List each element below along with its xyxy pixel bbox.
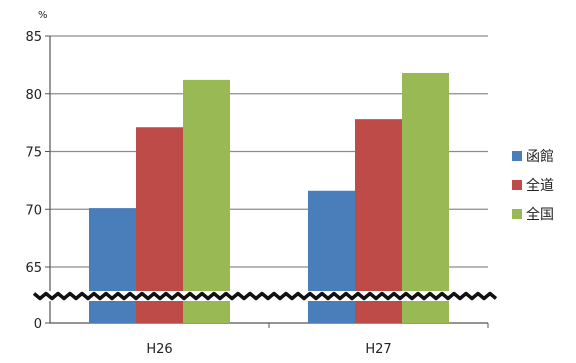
x-tick-label: H26 xyxy=(146,342,172,357)
legend-swatch xyxy=(512,180,522,190)
y-tick-labels: 85 80 75 70 65 0 xyxy=(25,30,42,332)
x-tick-label: H27 xyxy=(365,342,391,357)
bar-H26-0 xyxy=(89,208,136,323)
legend-swatch xyxy=(512,151,522,161)
y-tick-label: 75 xyxy=(25,146,42,161)
axis-break-zigzag xyxy=(32,291,498,301)
x-tick-labels: H26 H27 xyxy=(146,342,391,357)
y-tick-label: 80 xyxy=(25,88,42,103)
axis-break xyxy=(32,291,498,301)
bar-H27-0 xyxy=(308,190,355,323)
legend-swatch xyxy=(512,209,522,219)
bar-H26-1 xyxy=(136,127,183,324)
legend-label: 全国 xyxy=(526,206,554,223)
bar-H26-2 xyxy=(183,79,230,323)
y-tick-label: 70 xyxy=(25,203,42,218)
bar-H27-2 xyxy=(402,72,449,324)
y-tick-label: 85 xyxy=(25,30,42,45)
bars xyxy=(89,72,449,324)
y-tick-label: 65 xyxy=(25,261,42,276)
legend-label: 全道 xyxy=(526,177,554,194)
legend-label: 函館 xyxy=(526,148,554,165)
y-unit-label: % xyxy=(38,10,48,21)
bar-H27-1 xyxy=(355,119,402,323)
y-tick-label: 0 xyxy=(34,317,42,332)
